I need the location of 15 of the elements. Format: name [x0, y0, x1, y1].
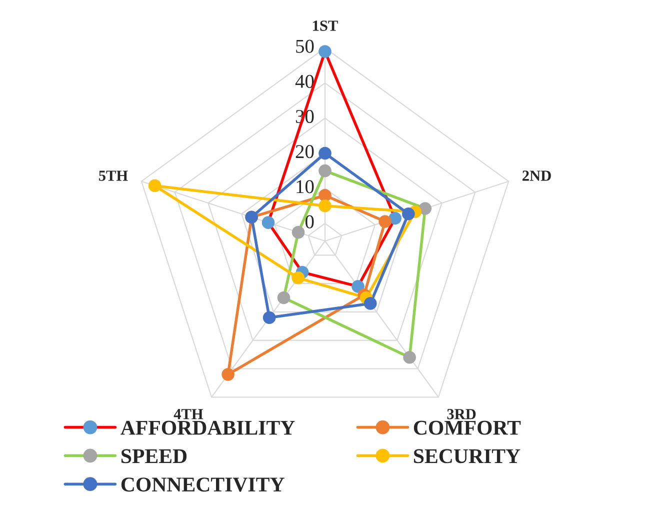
spoke-label: 5TH — [98, 170, 128, 181]
spoke-label: 2ND — [522, 170, 551, 181]
spoke-label: 4TH — [174, 409, 204, 420]
legend-label: SPEED — [122, 449, 187, 464]
legend-label: CONNECTIVITY — [121, 478, 284, 492]
y-tick-label: 20 — [296, 145, 314, 158]
y-tick-label: 50 — [296, 40, 314, 53]
spoke-label: 1ST — [313, 20, 338, 31]
y-tick-label: 10 — [296, 180, 314, 194]
y-tick-label: 40 — [295, 74, 314, 88]
legend-label: COMFORT — [414, 420, 521, 435]
legend-label: AFFORDABILITY — [120, 420, 295, 435]
spoke-label: 3RD — [447, 408, 476, 420]
legend-label: SECURITY — [414, 449, 520, 464]
y-tick-label: 0 — [305, 215, 314, 228]
